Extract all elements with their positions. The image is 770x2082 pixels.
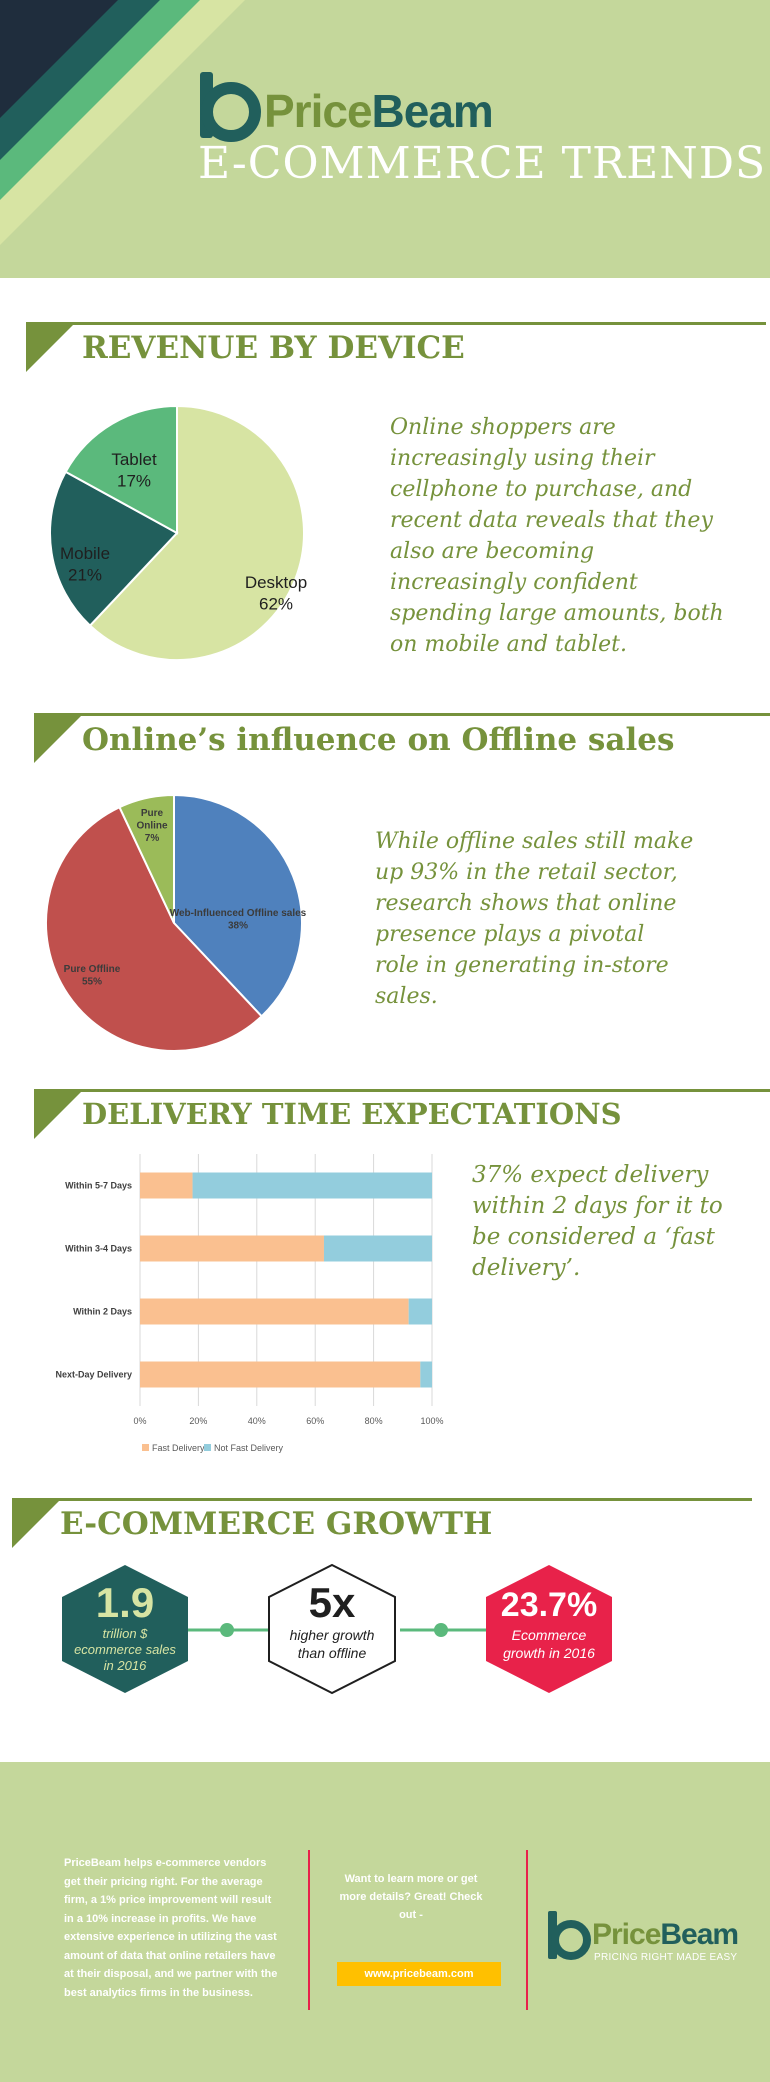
pie-label-desktop: Desktop 62% — [245, 573, 307, 613]
y-category-label: Within 2 Days — [73, 1307, 132, 1317]
footer-divider — [308, 1850, 310, 2010]
legend-label-fast-delivery: Fast Delivery — [152, 1443, 205, 1453]
growth-item-ecommerce-growth: 23.7% Ecommerce growth in 2016 — [486, 1584, 612, 1662]
section-corner-icon — [12, 1498, 62, 1548]
x-tick-label: 60% — [306, 1416, 324, 1426]
footer: PriceBeam helps e-commerce vendors get t… — [0, 1762, 770, 2082]
legend-label-not-fast-delivery: Not Fast Delivery — [214, 1443, 284, 1453]
growth-value: 1.9 — [95, 1579, 155, 1626]
pie-slice-desktop — [88, 404, 305, 661]
bar-fast-delivery-within-3-4-days — [140, 1235, 324, 1262]
header-stripes — [0, 0, 245, 245]
offline-pie-chart: Web-Influenced Offline sales 38% Pure Offl… — [45, 793, 307, 1052]
growth-value: 5x — [308, 1579, 356, 1626]
pie-slice-tablet — [64, 404, 178, 535]
bar-fast-delivery-within-5-7-days — [140, 1172, 193, 1199]
bar-not-fast-delivery-next-day-delivery — [420, 1361, 432, 1388]
pie-label-tablet: Tablet 17% — [111, 450, 157, 490]
delivery-description: 37% expect delivery within 2 days for it… — [472, 1162, 723, 1281]
brand-beam: Beam — [371, 85, 494, 137]
y-category-label: Within 3-4 Days — [65, 1244, 132, 1254]
pie-slice-mobile — [49, 470, 179, 627]
x-tick-label: 80% — [365, 1416, 383, 1426]
y-category-label: Within 5-7 Days — [65, 1181, 132, 1191]
section-rule — [34, 1089, 770, 1092]
revenue-description: Online shoppers are increasingly using t… — [390, 415, 724, 657]
growth-item-ecommerce-sales: 1.9 trillion $ ecommerce sales in 2016 — [62, 1580, 188, 1674]
growth-text: higher growth than offline — [289, 1627, 375, 1661]
legend-swatch-fast-delivery — [142, 1444, 149, 1451]
x-tick-label: 0% — [133, 1416, 146, 1426]
growth-text: Ecommerce growth in 2016 — [503, 1627, 595, 1661]
section-title-delivery: DELIVERY TIME EXPECTATIONS — [82, 1097, 622, 1131]
section-corner-icon — [34, 713, 84, 763]
footer-about: PriceBeam helps e-commerce vendors get t… — [64, 1857, 278, 1999]
x-tick-label: 20% — [189, 1416, 207, 1426]
section-rule — [34, 713, 770, 716]
revenue-pie-chart: Desktop 62% Mobile 21% Tablet 17% — [49, 404, 307, 661]
section-title-revenue: REVENUE BY DEVICE — [82, 330, 465, 366]
brand-price: Price — [592, 1918, 661, 1951]
bar-not-fast-delivery-within-2-days — [408, 1298, 432, 1325]
footer-brand-wordmark: PriceBeam — [592, 1918, 739, 1952]
delivery-bar-chart: 0% 20% 40% 60% 80% 100% Within 5-7 Days Within … — [55, 1154, 444, 1453]
brand-beam: Beam — [660, 1918, 739, 1951]
pie-label-pure-offline: Pure Offline 55% — [64, 964, 121, 988]
pricebeam-logo-icon — [200, 72, 261, 142]
y-category-label: Next-Day Delivery — [55, 1370, 132, 1380]
offline-description: While offline sales still make up 93% in… — [375, 829, 694, 1009]
brand-wordmark: PriceBeam — [264, 84, 494, 138]
pie-slice-pure-offline — [45, 805, 264, 1052]
section-corner-icon — [26, 322, 76, 372]
x-tick-label: 100% — [420, 1416, 443, 1426]
pricebeam-logo-icon — [548, 1911, 591, 1960]
bar-not-fast-delivery-within-3-4-days — [323, 1235, 432, 1262]
brand-price: Price — [264, 85, 373, 137]
footer-tagline: PRICING RIGHT MADE EASY — [594, 1952, 738, 1963]
pie-label-web-influenced-offline-sales: Web-Influenced Offline sales 38% — [170, 908, 307, 932]
bar-fast-delivery-next-day-delivery — [140, 1361, 421, 1388]
pie-slice-pure-online — [118, 793, 175, 924]
legend-swatch-not-fast-delivery — [204, 1444, 211, 1451]
footer-cta: Want to learn more or get more details? … — [339, 1873, 483, 1921]
growth-graphic — [62, 1563, 612, 1695]
growth-text: trillion $ ecommerce sales in 2016 — [74, 1626, 176, 1673]
growth-item-higher-growth: 5x higher growth than offline — [269, 1580, 395, 1662]
growth-value: 23.7% — [500, 1586, 598, 1624]
footer-divider — [526, 1850, 528, 2010]
pie-slice-web-influenced-offline-sales — [173, 793, 303, 1018]
page-title: E-COMMERCE TRENDS — [198, 138, 767, 189]
bar-not-fast-delivery-within-5-7-days — [192, 1172, 432, 1199]
pie-label-pure-online: Pure Online 7% — [136, 808, 168, 844]
section-rule — [12, 1498, 752, 1501]
section-title-growth: E-COMMERCE GROWTH — [60, 1506, 493, 1542]
section-rule — [26, 322, 766, 325]
section-title-offline: Online’s influence on Offline sales — [82, 722, 675, 758]
header-banner: PriceBeam E-COMMERCE TRENDS — [0, 0, 770, 278]
bar-fast-delivery-within-2-days — [140, 1298, 409, 1325]
x-tick-label: 40% — [248, 1416, 266, 1426]
section-corner-icon — [34, 1089, 84, 1139]
footer-website-link[interactable]: www.pricebeam.com — [337, 1962, 501, 1986]
pie-label-mobile: Mobile 21% — [60, 544, 110, 584]
